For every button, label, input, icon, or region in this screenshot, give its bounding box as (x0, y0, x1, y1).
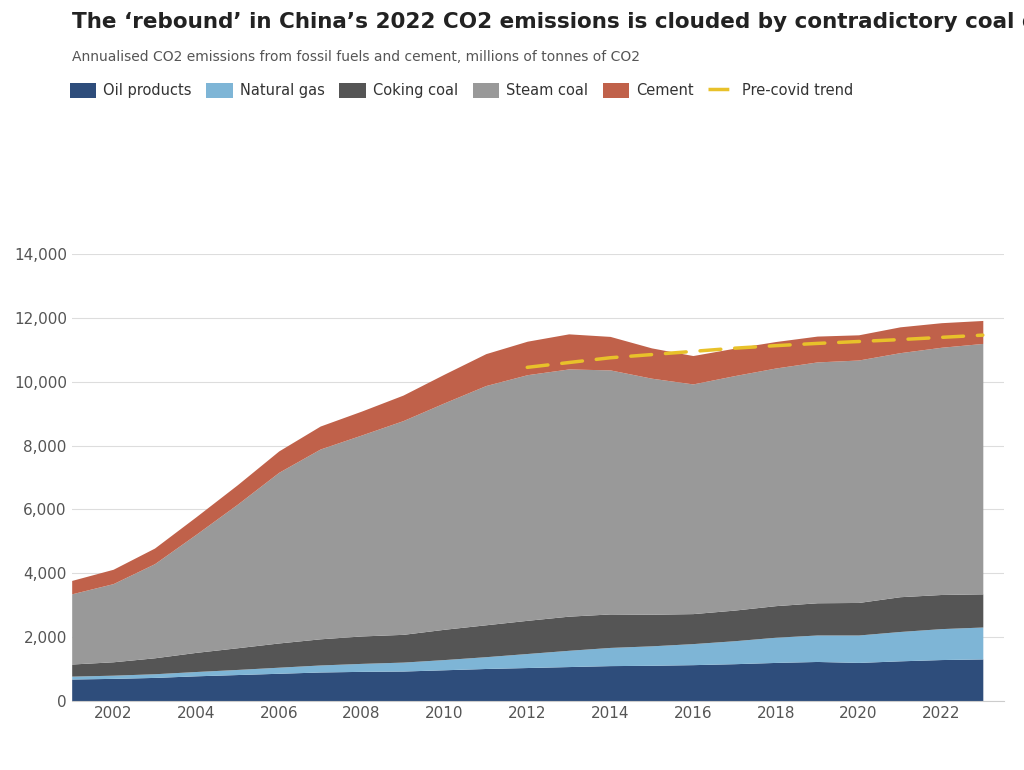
Legend: Oil products, Natural gas, Coking coal, Steam coal, Cement, Pre-covid trend: Oil products, Natural gas, Coking coal, … (70, 82, 853, 98)
Text: The ‘rebound’ in China’s 2022 CO2 emissions is clouded by contradictory coal dat: The ‘rebound’ in China’s 2022 CO2 emissi… (72, 12, 1024, 32)
Text: Annualised CO2 emissions from fossil fuels and cement, millions of tonnes of CO2: Annualised CO2 emissions from fossil fue… (72, 50, 640, 64)
